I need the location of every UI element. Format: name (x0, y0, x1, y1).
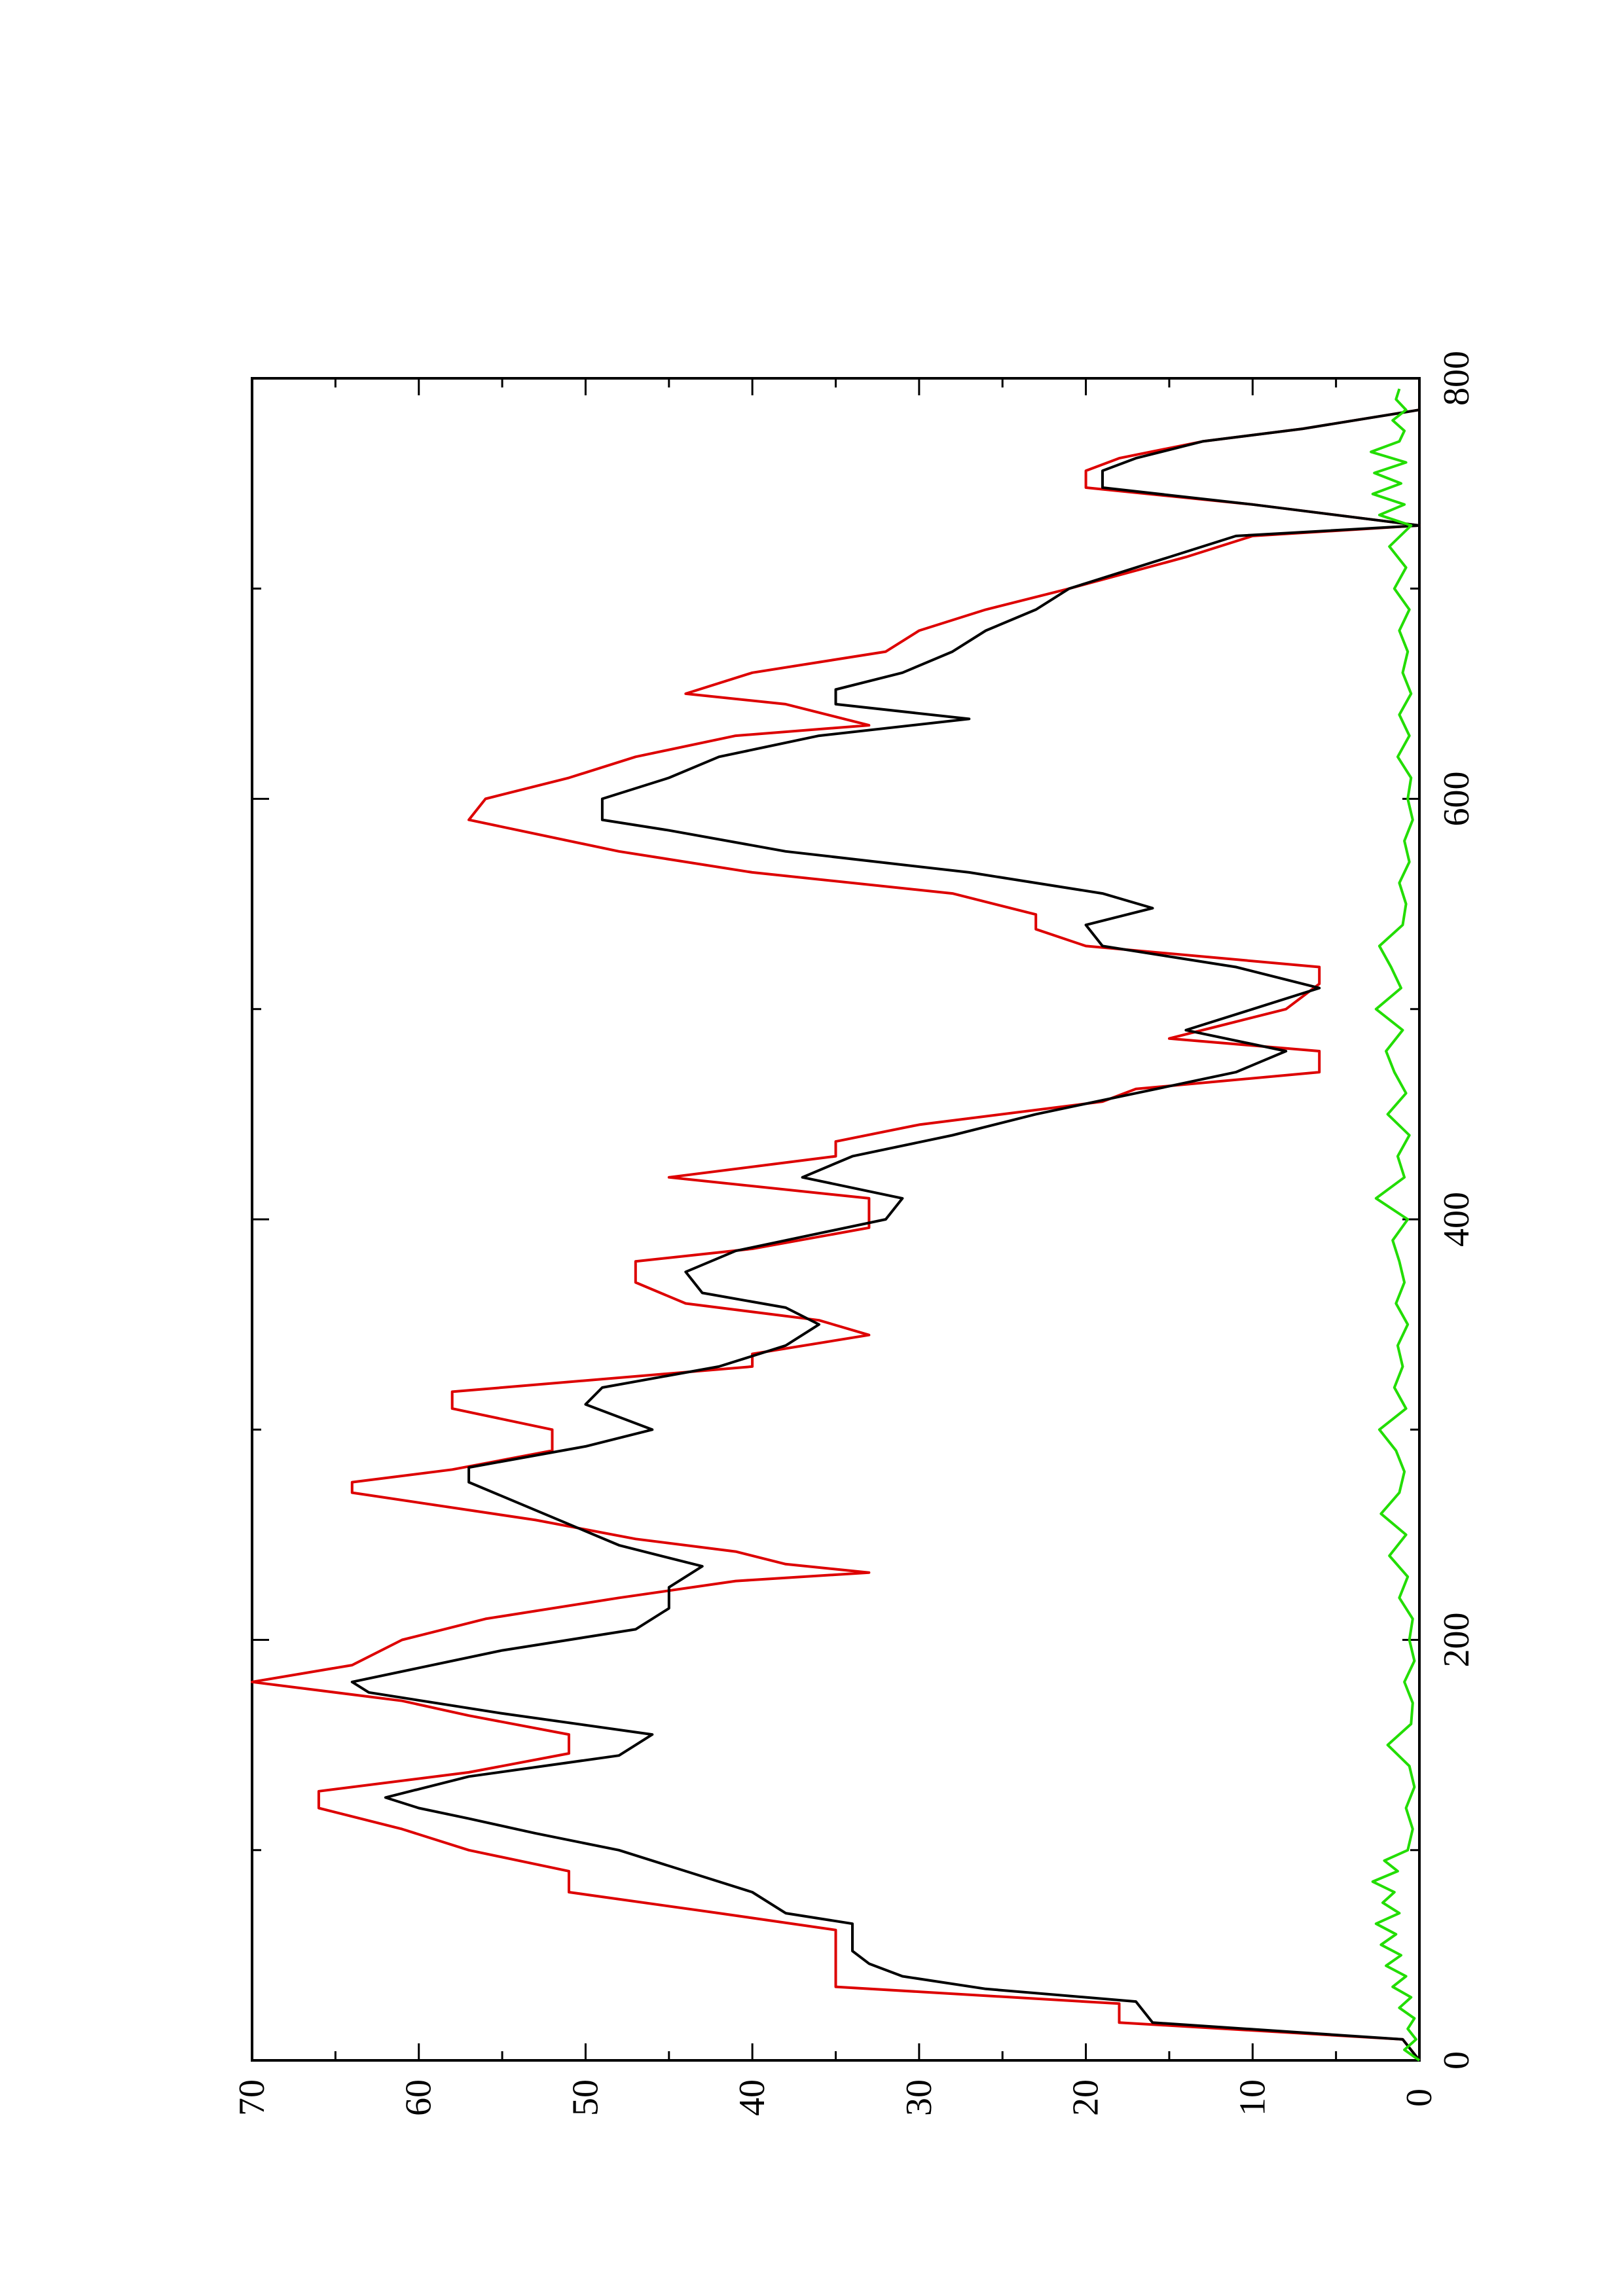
plot-area: 0 200 400 600 800 0 10 20 30 40 50 60 70 (232, 351, 1477, 2116)
y-tick-label: 10 (1232, 2079, 1273, 2116)
y-tick-label: 30 (899, 2079, 939, 2116)
y-tick-label: 60 (399, 2079, 439, 2116)
y-tick-label: 70 (232, 2079, 272, 2116)
y-tick-label: 40 (732, 2079, 773, 2116)
x-tick-label: 600 (1436, 772, 1477, 827)
plot-frame (251, 377, 1421, 2062)
x-axis-tick-labels: 0 200 400 600 800 (1436, 351, 1477, 2070)
y-tick-label: 0 (1399, 2089, 1440, 2107)
series-line-1 (251, 408, 1421, 2062)
y-axis-tick-labels: 0 10 20 30 40 50 60 70 (232, 2079, 1440, 2116)
series-layer (251, 388, 1421, 2062)
series-line-3 (1370, 388, 1421, 2062)
y-tick-label: 20 (1066, 2079, 1106, 2116)
x-tick-label: 200 (1436, 1613, 1477, 1668)
axis-ticks (251, 377, 1421, 2062)
y-tick-label: 50 (565, 2079, 606, 2116)
x-tick-label: 400 (1436, 1192, 1477, 1247)
series-line-2 (350, 408, 1421, 2062)
x-tick-label: 0 (1436, 2051, 1477, 2070)
x-tick-label: 800 (1436, 351, 1477, 406)
